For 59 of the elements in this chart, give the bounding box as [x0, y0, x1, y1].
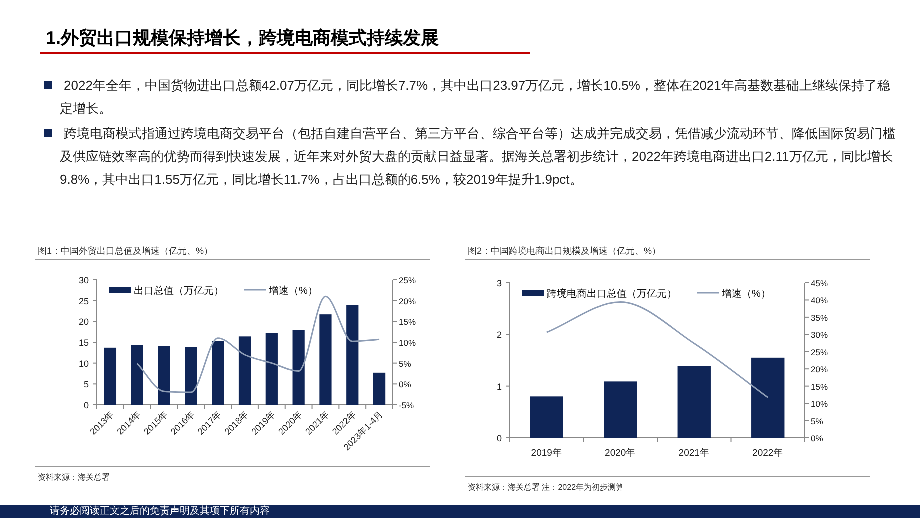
- y2-tick-label: 25%: [811, 347, 828, 358]
- chart-title: 图1：中国外贸出口总值及增速（亿元、%）: [38, 246, 214, 256]
- legend-label: 出口总值（万亿元）: [134, 285, 224, 297]
- y-tick-label: 25: [78, 296, 89, 306]
- text: 资料来源：海关总署 注：2022年为初步测算: [468, 483, 624, 492]
- bar: [131, 345, 144, 405]
- y2-tick-label: 0%: [399, 380, 412, 390]
- x-tick-label: 2021年: [678, 447, 710, 459]
- y-tick-label: 15: [78, 338, 89, 348]
- y2-tick-label: 0%: [811, 434, 824, 444]
- y-tick-label: 30: [78, 276, 89, 286]
- y-tick-label: 2: [496, 330, 502, 340]
- y2-tick-label: 20%: [811, 364, 828, 375]
- y-tick-label: 20: [78, 317, 89, 328]
- y2-tick-label: -5%: [399, 400, 415, 410]
- y2-tick-label: 20%: [399, 296, 416, 306]
- text: 1.外贸出口规模保持增长，跨境电商模式持续发展: [46, 27, 440, 50]
- legend-label: 跨境电商出口总值（万亿元）: [547, 288, 677, 300]
- y2-tick-label: 35%: [811, 312, 828, 323]
- y-tick-label: 10: [78, 358, 89, 369]
- y2-tick-label: 15%: [811, 382, 828, 392]
- bar: [678, 366, 711, 438]
- x-tick-label: 2020年: [605, 447, 636, 459]
- y2-tick-label: 30%: [811, 330, 828, 340]
- y-tick-label: 0: [84, 400, 89, 410]
- text: 请务必阅读正文之后的免责声明及其项下所有内容: [50, 505, 270, 518]
- bar: [373, 372, 386, 405]
- y2-tick-label: 5%: [811, 416, 824, 426]
- bar: [158, 346, 170, 405]
- bar: [752, 358, 785, 438]
- y2-tick-label: 5%: [399, 358, 412, 369]
- bar: [320, 314, 332, 405]
- x-tick-label: 2022年: [752, 447, 784, 459]
- y2-tick-label: 10%: [811, 399, 828, 410]
- y2-tick-label: 15%: [399, 317, 416, 328]
- y2-tick-label: 10%: [399, 338, 416, 348]
- y2-tick-label: 25%: [399, 276, 416, 286]
- y2-tick-label: 40%: [811, 296, 828, 306]
- chart-title: 图2：中国跨境电商出口规模及增速（亿元、%）: [468, 246, 662, 256]
- bar: [346, 305, 359, 405]
- bar: [185, 348, 198, 405]
- y-tick-label: 1: [496, 382, 502, 392]
- y-tick-label: 5: [84, 380, 89, 390]
- bar: [212, 341, 224, 405]
- bar: [604, 382, 638, 438]
- y-tick-label: 0: [496, 434, 502, 444]
- bar: [104, 348, 117, 405]
- legend-label: 增速（%）: [721, 288, 771, 300]
- bar: [238, 336, 252, 405]
- x-tick-label: 2019年: [531, 447, 562, 459]
- bar: [266, 333, 278, 405]
- text: 资料来源：海关总署: [38, 473, 110, 482]
- y2-tick-label: 45%: [811, 278, 828, 288]
- text: 2022年全年，中国货物进出口总额42.07万亿元，同比增长7.7%，其中出口23.97万亿元，增长10.5%，整体在2021年高基数基础上继续保持了稳定增长。: [60, 77, 892, 118]
- text: 跨境电商模式指通过跨境电商交易平台（包括自建自营平台、第三方平台、综合平台等）达成并完成交易，凭借减少流动环节、降低国际贸易门槛及供应链效率高的优势而得到快速发展，近年来对外贸大盘的贡献日益显著。据海关总署初步统计，2022年跨境电商进出口2.11万亿元，同比增长9.8%，其中出口1.55万亿元，同比增长11.7%，占出口总额的6.5%，较2019年提升1.9pct。: [60, 125, 897, 189]
- bar: [530, 396, 564, 438]
- legend-label: 增速（%）: [268, 285, 318, 297]
- y-tick-label: 3: [496, 278, 502, 288]
- bar: [292, 330, 305, 405]
